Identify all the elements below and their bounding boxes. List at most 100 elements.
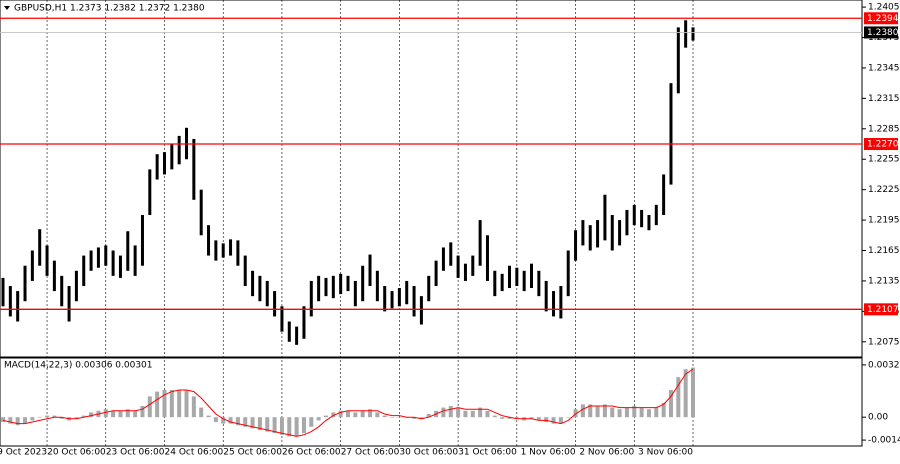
price-bar: [478, 220, 482, 266]
x-tick-label: 31 Oct 06:00: [458, 448, 517, 458]
price-bar: [273, 291, 277, 317]
macd-bar: [558, 417, 563, 424]
macd-bar: [243, 417, 248, 427]
price-bar: [368, 254, 372, 287]
price-bar: [640, 209, 644, 228]
x-tick-label: 30 Oct 06:00: [399, 448, 458, 458]
macd-bar: [162, 390, 167, 418]
macd-bar: [177, 390, 182, 418]
macd-bar: [279, 417, 284, 435]
price-bar: [38, 229, 42, 266]
macd-bar: [390, 417, 395, 418]
macd-bar: [500, 417, 505, 419]
macd-bar: [676, 377, 681, 418]
price-bar: [229, 239, 233, 256]
last-price-label: 1.2380: [867, 28, 899, 38]
macd-bar: [323, 415, 328, 418]
signal-line: [2, 368, 694, 437]
macd-bar: [624, 407, 629, 418]
price-bar: [177, 135, 181, 165]
price-bar: [544, 280, 548, 312]
price-bar: [581, 220, 585, 246]
x-tick-label: 23 Oct 06:00: [106, 448, 165, 458]
macd-bar: [309, 417, 314, 427]
price-bar: [104, 245, 108, 266]
macd-bar: [536, 417, 541, 421]
macd-bar: [529, 417, 534, 419]
macd-bar: [551, 417, 556, 424]
macd-bar: [514, 417, 519, 419]
price-bar: [67, 286, 71, 322]
price-bar: [647, 215, 651, 231]
macd-bar: [654, 407, 659, 418]
y-tick-label: 0.00327: [868, 360, 900, 370]
price-bar: [603, 194, 607, 241]
price-bar: [507, 265, 511, 289]
macd-bar: [397, 417, 402, 418]
macd-bar: [646, 409, 651, 418]
price-bar: [155, 154, 159, 180]
macd-bar: [691, 367, 695, 418]
price-bar: [669, 83, 673, 185]
price-bar: [390, 291, 394, 309]
collapse-arrow[interactable]: [4, 6, 10, 10]
x-tick-label: 20 Oct 06:00: [47, 448, 106, 458]
macd-bar: [272, 417, 277, 434]
x-tick-label: 1 Nov 06:00: [521, 448, 576, 458]
macd-bar: [147, 396, 152, 418]
price-bar: [456, 255, 460, 278]
macd-bar: [610, 407, 615, 418]
y-tick-label: 1.2255: [868, 155, 900, 165]
x-tick-label: 19 Oct 2023: [0, 448, 47, 458]
macd-bar: [133, 410, 138, 418]
price-bar: [331, 275, 335, 299]
macd-bar: [382, 415, 387, 418]
macd-bar: [301, 417, 306, 434]
price-bar: [148, 169, 152, 216]
macd-bar: [360, 410, 365, 418]
price-bar: [60, 275, 64, 307]
price-bar: [434, 260, 438, 287]
macd-bar: [368, 409, 373, 418]
price-bar: [397, 288, 401, 307]
price-bar: [214, 240, 218, 261]
macd-bar: [456, 407, 461, 418]
price-bar: [52, 260, 56, 292]
macd-bar: [668, 390, 673, 418]
macd-bar: [683, 369, 688, 418]
macd-bar: [595, 406, 600, 418]
price-bar: [383, 286, 387, 312]
x-tick-label: 26 Oct 06:00: [282, 448, 341, 458]
price-bar: [8, 286, 12, 317]
chart-title: GBPUSD,H1 1.2373 1.2382 1.2372 1.2380: [14, 4, 205, 14]
price-bar: [30, 250, 34, 281]
macd-bar: [419, 417, 424, 419]
level-label-box: [864, 12, 898, 25]
macd-bar: [125, 409, 130, 418]
macd-bar: [15, 417, 20, 426]
price-bar: [654, 204, 658, 226]
last-price-box: [864, 26, 898, 39]
price-bar: [684, 20, 688, 48]
price-bar: [566, 250, 570, 297]
y-tick-label: 1.2165: [868, 246, 900, 256]
price-bar: [574, 230, 578, 261]
price-bar: [346, 275, 350, 292]
price-bar: [236, 240, 240, 266]
macd-bar: [294, 417, 299, 437]
price-bar: [23, 265, 27, 302]
macd-bar: [507, 417, 512, 419]
macd-bar: [213, 417, 218, 422]
macd-bar: [206, 415, 211, 418]
macd-bar: [103, 409, 108, 418]
x-tick-label: 27 Oct 06:00: [341, 448, 400, 458]
macd-bar: [191, 396, 196, 418]
price-bar: [449, 242, 453, 266]
macd-bar: [111, 410, 116, 418]
level-label-box: [864, 303, 898, 316]
macd-bar: [37, 417, 42, 418]
macd-bar: [316, 417, 321, 421]
price-bar: [207, 225, 211, 256]
macd-bar: [81, 415, 86, 418]
